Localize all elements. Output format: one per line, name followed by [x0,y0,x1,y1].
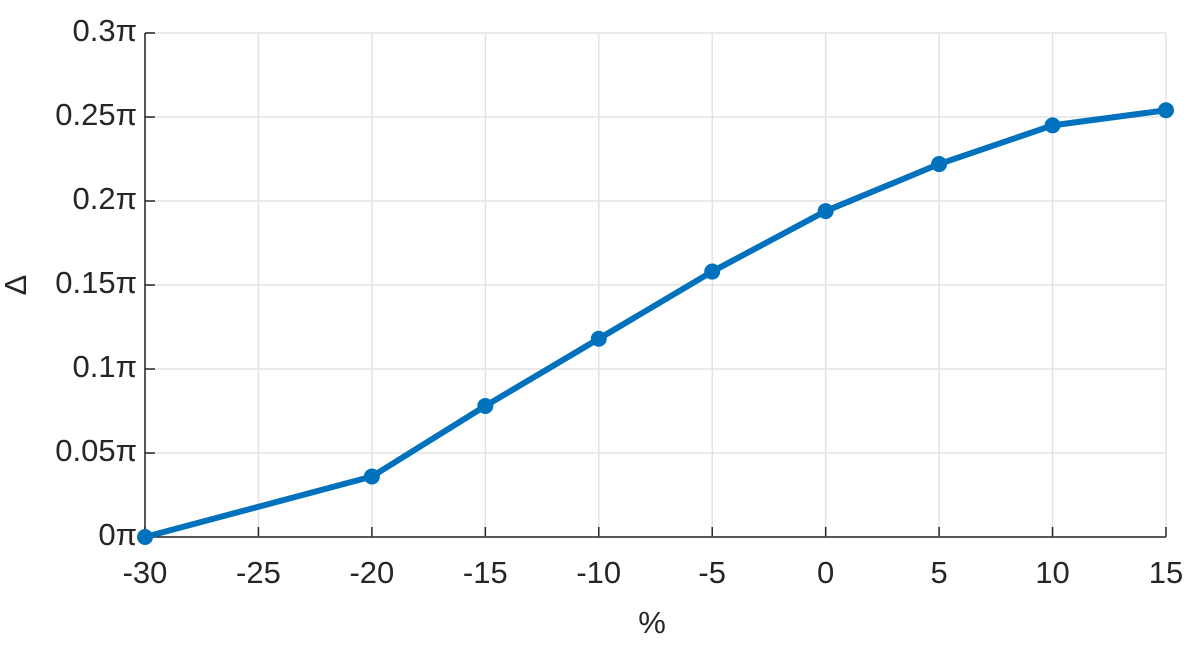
x-tick-label: 15 [1149,555,1183,590]
y-tick-label: 0.2π [73,181,137,216]
data-point [1158,102,1174,119]
data-point [590,330,607,347]
y-tick-label: 0.25π [55,97,137,132]
x-tick-label: -10 [576,555,621,590]
x-tick-label: -30 [123,555,168,590]
x-tick-label: 10 [1035,555,1069,590]
x-axis-label: % [638,605,666,640]
y-tick-label: 0.05π [55,433,137,468]
data-point [363,468,380,485]
x-tick-label: -5 [698,555,726,590]
y-tick-label: 0π [98,517,137,552]
y-tick-label: 0.15π [55,265,137,300]
y-tick-label: 0.3π [73,13,137,48]
data-point [704,263,721,280]
x-tick-label: 5 [930,555,947,590]
x-tick-label: -20 [349,555,394,590]
data-point [477,397,494,414]
data-point [931,156,948,173]
data-line [144,107,1167,540]
data-point [1044,117,1061,134]
x-tick-label: -25 [236,555,281,590]
y-axis-label: Δ [0,275,33,296]
data-point [817,203,834,220]
y-tick-label: 0.1π [73,349,137,384]
x-tick-label: 0 [817,555,834,590]
data-point [137,529,153,545]
x-tick-label: -15 [463,555,508,590]
